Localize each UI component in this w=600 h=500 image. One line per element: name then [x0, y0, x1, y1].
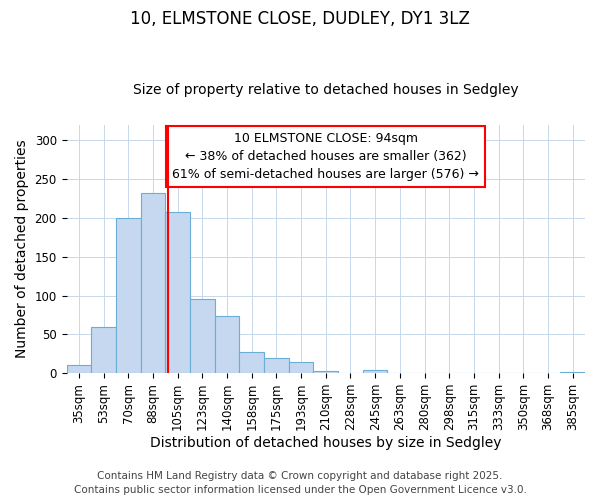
Title: Size of property relative to detached houses in Sedgley: Size of property relative to detached ho…: [133, 83, 518, 97]
Text: 10 ELMSTONE CLOSE: 94sqm
← 38% of detached houses are smaller (362)
61% of semi-: 10 ELMSTONE CLOSE: 94sqm ← 38% of detach…: [172, 132, 479, 181]
Bar: [165, 212, 190, 373]
X-axis label: Distribution of detached houses by size in Sedgley: Distribution of detached houses by size …: [150, 436, 502, 450]
Bar: [264, 358, 289, 373]
Bar: [239, 352, 264, 373]
Text: Contains HM Land Registry data © Crown copyright and database right 2025.
Contai: Contains HM Land Registry data © Crown c…: [74, 471, 526, 495]
Bar: [363, 370, 388, 373]
Bar: [116, 218, 140, 373]
Bar: [91, 326, 116, 373]
Bar: [560, 372, 585, 373]
Y-axis label: Number of detached properties: Number of detached properties: [15, 140, 29, 358]
Bar: [215, 316, 239, 373]
Text: 10, ELMSTONE CLOSE, DUDLEY, DY1 3LZ: 10, ELMSTONE CLOSE, DUDLEY, DY1 3LZ: [130, 10, 470, 28]
Bar: [190, 298, 215, 373]
Bar: [140, 193, 165, 373]
Bar: [313, 371, 338, 373]
Bar: [67, 366, 91, 373]
Bar: [289, 362, 313, 373]
